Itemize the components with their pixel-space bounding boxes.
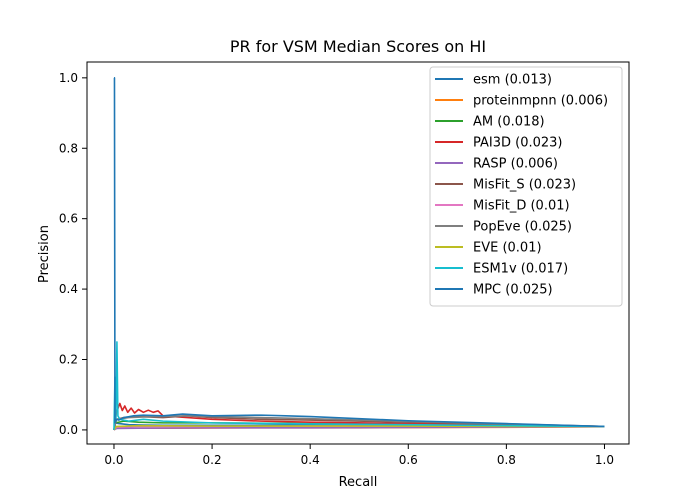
legend-label: PopEve (0.025) (473, 220, 572, 235)
x-tick-label: 0.4 (301, 453, 320, 467)
legend-label: AM (0.018) (473, 115, 545, 130)
legend-label: EVE (0.01) (473, 241, 542, 256)
y-tick-label: 1.0 (59, 71, 78, 85)
y-tick-label: 0.6 (59, 212, 78, 226)
legend-label: ESM1v (0.017) (473, 262, 568, 277)
series-line (113, 77, 605, 428)
x-tick-label: 0.0 (104, 453, 123, 467)
legend-label: proteinmpnn (0.006) (473, 94, 608, 109)
x-tick-label: 0.2 (203, 453, 222, 467)
x-tick-label: 0.6 (399, 453, 418, 467)
x-axis-label: Recall (339, 475, 378, 490)
legend: esm (0.013) proteinmpnn (0.006) AM (0.018)… (429, 66, 623, 307)
y-tick-label: 0.0 (59, 423, 78, 437)
chart-title: PR for VSM Median Scores on HI (230, 37, 486, 56)
series-line (113, 424, 605, 431)
y-tick-label: 0.8 (59, 141, 78, 155)
x-tick-label: 0.8 (497, 453, 516, 467)
series-line (113, 425, 605, 431)
legend-label: PAI3D (0.023) (473, 136, 563, 151)
legend-label: RASP (0.006) (473, 157, 558, 172)
y-tick-label: 0.4 (59, 282, 78, 296)
plot-area-frame (86, 61, 630, 445)
series-line (113, 341, 605, 430)
series-line (113, 402, 605, 431)
legend-label: esm (0.013) (473, 73, 552, 88)
legend-label: MPC (0.025) (473, 283, 553, 298)
legend-label: MisFit_S (0.023) (473, 178, 576, 193)
x-axis-ticks: 0.0 0.2 0.4 0.6 0.8 1.0 (104, 444, 614, 467)
y-tick-label: 0.2 (59, 353, 78, 367)
x-tick-label: 1.0 (595, 453, 614, 467)
series-lines (113, 77, 605, 431)
y-axis-ticks: 0.0 0.2 0.4 0.6 0.8 1.0 (59, 71, 87, 437)
y-axis-label: Precision (37, 225, 52, 283)
legend-label: MisFit_D (0.01) (473, 199, 570, 214)
legend-box (429, 66, 623, 307)
